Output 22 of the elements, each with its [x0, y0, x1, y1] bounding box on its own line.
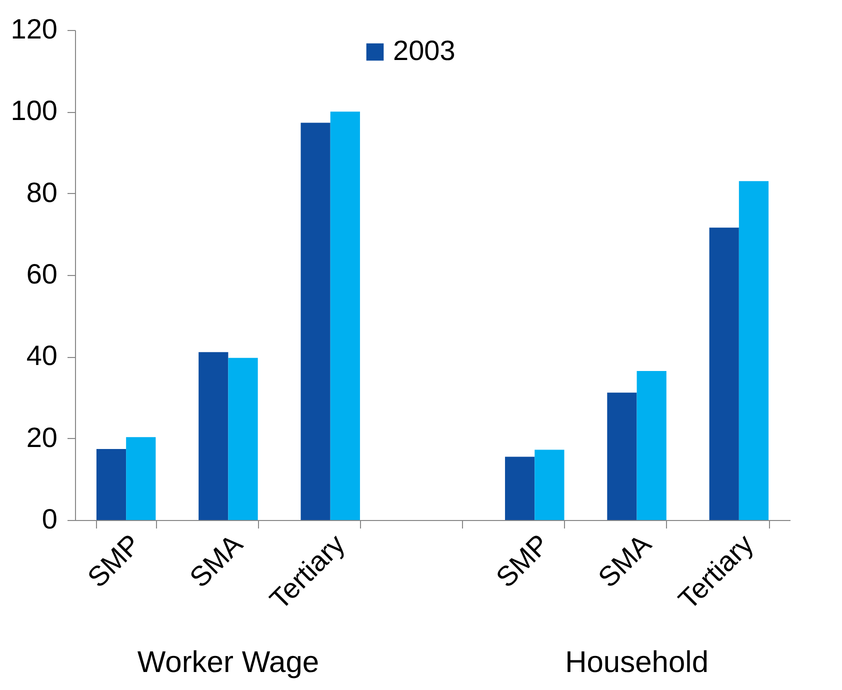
bar [228, 358, 258, 520]
bar [300, 122, 330, 520]
bar [738, 181, 769, 520]
bar [505, 456, 535, 520]
y-tick-label: 60 [26, 258, 58, 290]
text: Household [565, 646, 709, 679]
y-tick-label: 100 [10, 95, 58, 126]
y-tick-label: 80 [26, 176, 58, 208]
bar [534, 450, 564, 520]
bar [709, 228, 739, 520]
y-tick-label: 40 [26, 340, 58, 372]
y-tick-label: 120 [10, 14, 58, 44]
bar [636, 370, 666, 520]
text: Worker Wage [137, 646, 320, 679]
bar [96, 448, 126, 520]
bar [330, 112, 360, 520]
bar [198, 352, 228, 520]
legend-label: 2003 [393, 35, 456, 66]
y-tick-label: 20 [26, 422, 58, 453]
y-tick-label: 0 [42, 504, 58, 534]
bar [607, 392, 637, 520]
bar [126, 437, 156, 520]
